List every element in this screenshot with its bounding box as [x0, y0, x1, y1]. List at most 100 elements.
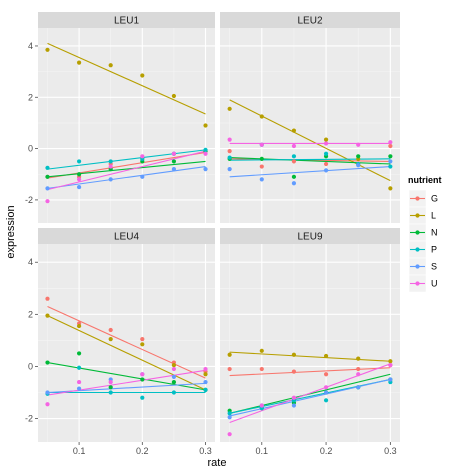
point-p [291, 154, 297, 159]
point-l [323, 353, 329, 359]
legend-key-point [415, 281, 420, 286]
fit-line-n [229, 373, 391, 414]
facet-strip-label: LEU4 [114, 232, 139, 243]
y-tick-label: 2 [28, 309, 33, 319]
point-u [356, 372, 361, 377]
point-u [76, 177, 82, 182]
point-n [140, 377, 145, 382]
point-g [259, 164, 264, 169]
point-u [291, 143, 297, 149]
point-s [227, 167, 232, 172]
legend-key-point [415, 230, 420, 235]
point-s [45, 390, 50, 395]
legend-title: nutrient [408, 175, 442, 185]
point-l [76, 323, 82, 329]
point-u [171, 366, 177, 372]
point-u [108, 379, 113, 385]
point-s [291, 181, 297, 186]
point-u [227, 432, 232, 437]
fit-line-u [47, 150, 206, 191]
point-u [45, 402, 50, 407]
point-l [45, 47, 50, 52]
panels-layer: LEU1 LEU2 LEU4 LEU9 [38, 12, 400, 442]
legend-label-n: N [431, 228, 438, 238]
point-n [291, 174, 297, 179]
point-s [140, 174, 145, 179]
fit-line-s [229, 378, 391, 417]
panel-leu1: LEU1 [38, 12, 215, 223]
point-g [388, 143, 393, 149]
point-u [76, 379, 82, 385]
point-n [388, 154, 393, 159]
point-p [203, 147, 208, 152]
point-u [203, 366, 208, 372]
point-n [45, 174, 50, 179]
point-u [323, 385, 329, 390]
point-l [259, 348, 264, 353]
point-g [323, 161, 329, 167]
point-g [259, 366, 264, 372]
point-s [356, 163, 361, 168]
panel-leu4: LEU4 [38, 228, 215, 442]
point-p [171, 390, 177, 395]
point-l [140, 73, 145, 78]
legend-label-p: P [431, 245, 437, 255]
point-n [108, 385, 113, 390]
y-tick-label: 0 [28, 361, 33, 371]
facet-strip-label: LEU1 [114, 16, 139, 27]
facet-strip [38, 228, 215, 244]
point-p [45, 165, 50, 170]
fit-line-n [47, 160, 206, 178]
point-g [227, 149, 232, 154]
point-l [227, 106, 232, 111]
point-p [140, 395, 145, 400]
point-n [76, 351, 82, 356]
panel-background [38, 244, 215, 442]
point-p [388, 164, 393, 169]
fit-line-l [229, 99, 391, 182]
point-u [388, 363, 393, 368]
point-s [171, 167, 177, 172]
point-l [140, 342, 145, 347]
legend-label-s: S [431, 262, 437, 272]
panel-leu9: LEU9 [220, 228, 400, 442]
point-l [356, 356, 361, 361]
point-s [108, 177, 113, 182]
point-n [356, 154, 361, 159]
x-tick-label: 0.3 [384, 446, 397, 456]
fit-line-p [229, 158, 391, 161]
point-u [356, 142, 361, 147]
facet-strip [220, 228, 400, 244]
fit-line-u [229, 363, 391, 423]
facet-strip-label: LEU2 [297, 16, 322, 27]
point-l [203, 123, 208, 128]
y-tick-label: -2 [25, 414, 33, 424]
fit-line-l [229, 351, 391, 362]
point-g [356, 366, 361, 372]
point-g [45, 296, 50, 301]
fit-line-n [229, 157, 391, 165]
point-g [227, 366, 232, 372]
y-tick-label: 0 [28, 144, 33, 154]
point-s [388, 159, 393, 164]
legend-label-g: G [431, 194, 438, 204]
legend-key-point [415, 247, 420, 252]
point-l [388, 359, 393, 364]
point-n [171, 379, 177, 385]
point-p [76, 159, 82, 164]
point-l [108, 336, 113, 342]
x-tick-label: 0.2 [320, 446, 333, 456]
x-tick-label: 0.1 [73, 446, 86, 456]
panel-background [38, 28, 215, 223]
point-l [388, 186, 393, 191]
point-s [171, 374, 177, 379]
point-g [323, 372, 329, 377]
fit-line-l [47, 315, 206, 391]
legend-key-point [415, 213, 420, 218]
point-l [171, 93, 177, 99]
point-s [291, 403, 297, 408]
point-s [76, 184, 82, 190]
point-u [259, 142, 264, 147]
point-p [76, 365, 82, 370]
point-n [76, 172, 82, 177]
